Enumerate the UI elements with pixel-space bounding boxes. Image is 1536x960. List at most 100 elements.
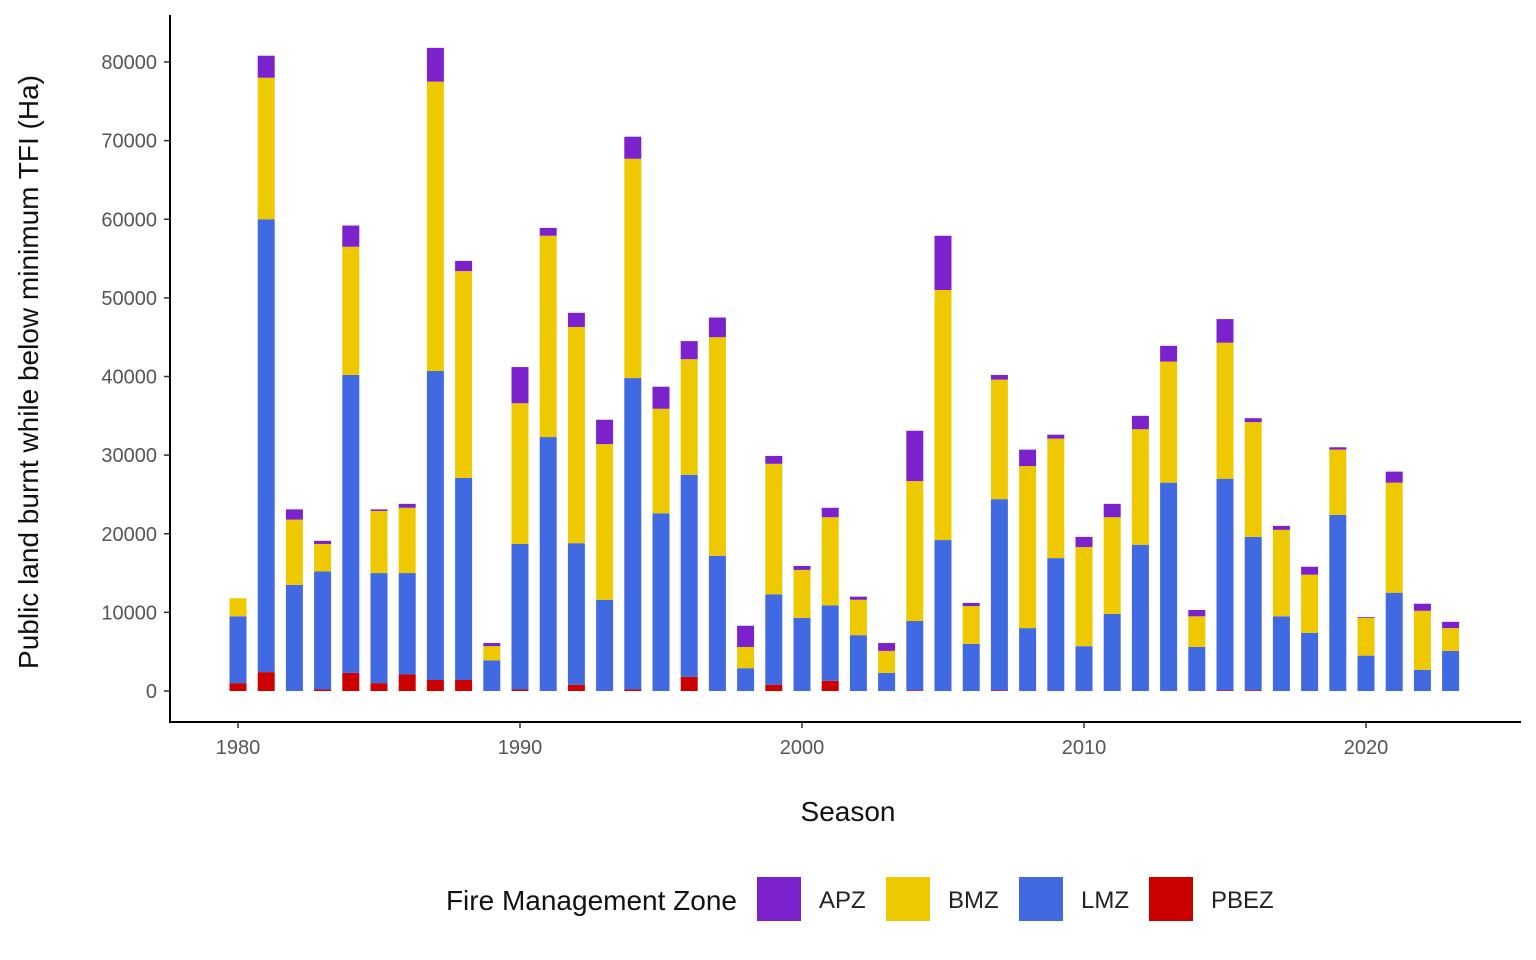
bar-pbez-1985	[370, 683, 388, 691]
bar-bmz-1996	[680, 359, 698, 475]
bar-bmz-2004	[906, 481, 924, 622]
bar-pbez-1981	[257, 672, 275, 691]
bar-lmz-1985	[370, 573, 388, 684]
y-axis-title: Public land burnt while below minimum TF…	[13, 75, 44, 669]
bar-apz-2012	[1131, 415, 1149, 430]
bar-apz-2016	[1244, 418, 1262, 423]
bar-pbez-1994	[624, 689, 642, 691]
bar-lmz-1998	[737, 668, 755, 691]
y-tick-label: 50000	[101, 288, 157, 310]
bar-apz-2009	[1047, 434, 1065, 439]
bar-bmz-1993	[596, 444, 614, 600]
bar-bmz-1997	[708, 337, 726, 556]
x-tick-label: 2000	[780, 737, 825, 759]
bar-apz-2020	[1357, 617, 1375, 618]
bar-bmz-1985	[370, 510, 388, 574]
bar-lmz-1980	[229, 616, 247, 684]
bar-pbez-1992	[567, 684, 585, 691]
bar-pbez-2007	[990, 690, 1008, 691]
y-ticks: 0 10000 20000 30000 40000 50000 60000 70000 8000…	[101, 52, 170, 703]
bar-lmz-1995	[652, 513, 670, 691]
legend-label-pbez: PBEZ	[1211, 887, 1274, 914]
bar-apz-2007	[990, 374, 1008, 380]
bar-lmz-2006	[962, 643, 980, 691]
bar-bmz-2022	[1413, 610, 1431, 670]
bar-lmz-2005	[934, 540, 952, 691]
bar-apz-2004	[906, 430, 924, 482]
legend-label-lmz: LMZ	[1081, 887, 1129, 914]
bar-pbez-1996	[680, 676, 698, 691]
bar-bmz-1992	[567, 326, 585, 544]
bar-bmz-2023	[1442, 628, 1460, 651]
bar-apz-2014	[1188, 610, 1206, 617]
y-tick-label: 20000	[101, 524, 157, 546]
bar-bmz-1982	[285, 519, 303, 585]
bar-bmz-2002	[849, 599, 867, 636]
y-tick-label: 70000	[101, 131, 157, 153]
bar-bmz-2015	[1216, 342, 1234, 479]
bar-lmz-2007	[990, 499, 1008, 691]
bar-lmz-2003	[878, 672, 896, 691]
bar-apz-1990	[511, 367, 529, 404]
bar-apz-2013	[1160, 345, 1178, 362]
bar-apz-2018	[1301, 566, 1319, 575]
bar-bmz-2019	[1329, 449, 1347, 515]
bar-bmz-2012	[1131, 429, 1149, 545]
bar-bmz-2011	[1103, 517, 1121, 614]
bar-pbez-1988	[455, 679, 473, 691]
bar-bmz-1980	[229, 598, 247, 617]
bar-lmz-2015	[1216, 478, 1234, 691]
legend-swatch-apz	[757, 877, 801, 921]
bar-lmz-1996	[680, 474, 698, 677]
bar-pbez-1980	[229, 683, 247, 691]
bar-apz-2006	[962, 602, 980, 607]
bar-lmz-1990	[511, 543, 529, 690]
bar-lmz-2000	[793, 617, 811, 691]
bar-pbez-1983	[314, 689, 332, 691]
bar-bmz-2010	[1075, 547, 1093, 647]
bar-lmz-1987	[426, 370, 444, 680]
bar-bmz-1990	[511, 403, 529, 544]
bar-apz-1981	[257, 55, 275, 78]
bar-bmz-1988	[455, 271, 473, 478]
legend-swatch-lmz	[1019, 877, 1063, 921]
legend-label-apz: APZ	[819, 887, 866, 914]
bar-lmz-1981	[257, 219, 275, 673]
legend-swatch-pbez	[1149, 877, 1193, 921]
bar-lmz-1993	[596, 599, 614, 691]
bar-lmz-2010	[1075, 646, 1093, 691]
bar-apz-1996	[680, 341, 698, 360]
bar-lmz-1982	[285, 584, 303, 691]
bar-lmz-2011	[1103, 613, 1121, 691]
bar-bmz-2013	[1160, 361, 1178, 483]
bar-pbez-2015	[1216, 690, 1234, 691]
bar-lmz-2018	[1301, 632, 1319, 691]
bar-lmz-2008	[1019, 628, 1037, 691]
bar-apz-1994	[624, 136, 642, 159]
bar-apz-2021	[1385, 471, 1403, 483]
bar-lmz-1991	[539, 437, 557, 691]
bar-apz-1983	[314, 540, 332, 544]
bar-apz-1986	[398, 503, 416, 508]
bar-apz-1988	[455, 260, 473, 272]
bar-bmz-1987	[426, 81, 444, 371]
legend-title: Fire Management Zone	[446, 885, 737, 916]
bar-apz-2005	[934, 235, 952, 291]
bar-bmz-1991	[539, 235, 557, 438]
bar-lmz-1989	[483, 660, 501, 691]
bar-pbez-1986	[398, 674, 416, 691]
bar-apz-2023	[1442, 621, 1460, 629]
bar-apz-1985	[370, 509, 388, 511]
bar-apz-2010	[1075, 536, 1093, 548]
bar-lmz-2016	[1244, 536, 1262, 691]
bar-lmz-2002	[849, 635, 867, 691]
bar-lmz-2019	[1329, 514, 1347, 691]
bar-bmz-1995	[652, 408, 670, 514]
y-tick-label: 0	[146, 681, 157, 703]
bar-pbez-2004	[906, 690, 924, 691]
bar-apz-1995	[652, 386, 670, 409]
bar-bmz-2014	[1188, 616, 1206, 647]
bar-apz-1998	[737, 625, 755, 647]
y-tick-label: 30000	[101, 445, 157, 467]
x-tick-label: 1980	[216, 737, 261, 759]
